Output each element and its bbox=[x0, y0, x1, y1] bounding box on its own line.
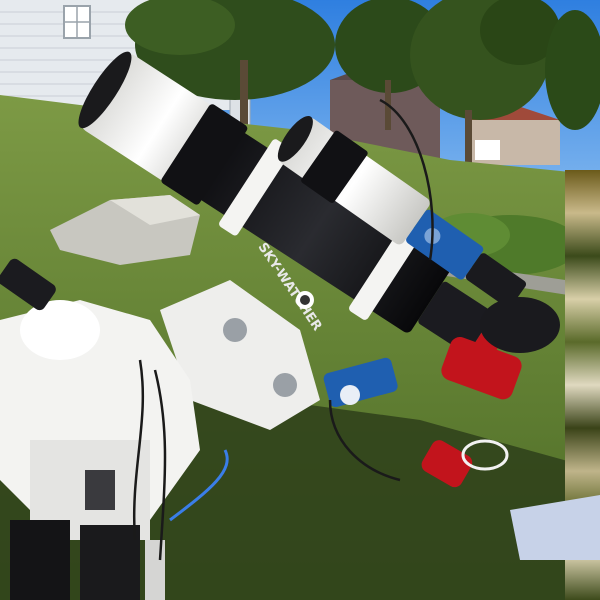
mount-connector bbox=[85, 470, 115, 510]
cables bbox=[132, 98, 434, 561]
main-camera-adapter bbox=[421, 440, 473, 488]
guide-camera bbox=[441, 337, 522, 400]
main-telescope-tube bbox=[78, 51, 508, 361]
filter-wheel bbox=[480, 297, 560, 353]
polar-scope-eyepiece bbox=[0, 258, 56, 311]
trees bbox=[125, 0, 600, 165]
blue-cable bbox=[169, 449, 229, 522]
white-cable-coil bbox=[461, 439, 509, 471]
guide-scope bbox=[277, 116, 527, 308]
dew-heater-strap bbox=[161, 104, 248, 205]
equatorial-mount bbox=[0, 258, 320, 600]
